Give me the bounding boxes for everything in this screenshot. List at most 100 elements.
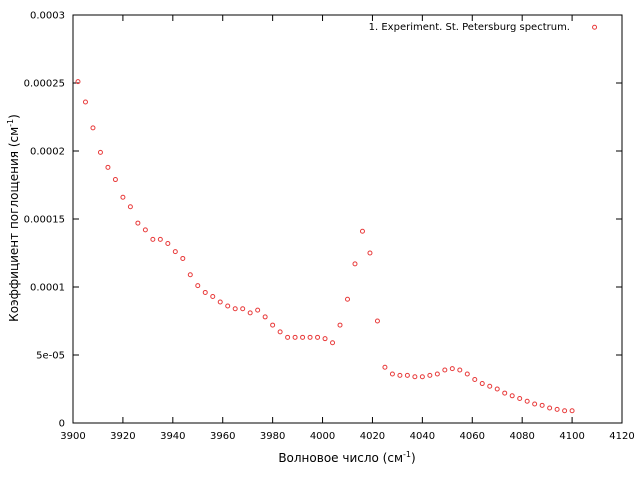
- data-point: [330, 340, 336, 346]
- data-point: [374, 318, 380, 324]
- data-point: [120, 194, 126, 200]
- x-axis-title: Волновое число (см-1): [278, 450, 415, 465]
- data-point: [419, 374, 425, 380]
- x-tick-label: 4100: [559, 431, 584, 442]
- data-point: [240, 306, 246, 312]
- data-point: [157, 236, 163, 242]
- data-point: [105, 164, 111, 170]
- data-point: [502, 390, 508, 396]
- data-point: [135, 220, 141, 226]
- x-tick-label: 4060: [460, 431, 485, 442]
- data-point: [517, 396, 523, 402]
- data-point: [165, 240, 171, 246]
- data-point: [457, 367, 463, 373]
- data-point: [404, 372, 410, 378]
- x-tick-label: 3900: [60, 431, 85, 442]
- y-tick-label: 5e-05: [36, 351, 65, 362]
- x-tick-label: 3940: [160, 431, 185, 442]
- x-tick-label: 4020: [360, 431, 385, 442]
- data-point: [202, 289, 208, 295]
- data-point: [315, 334, 321, 340]
- data-point: [180, 255, 186, 261]
- x-tick-label: 3920: [110, 431, 135, 442]
- data-point: [142, 227, 148, 233]
- data-point: [554, 406, 560, 412]
- data-point: [75, 79, 81, 85]
- plot-frame: [72, 14, 623, 424]
- data-point: [292, 334, 298, 340]
- data-point: [382, 364, 388, 370]
- data-point: [397, 372, 403, 378]
- data-point: [187, 272, 193, 278]
- y-axis-title: Коэффициент поглощения (см-1): [6, 114, 21, 322]
- legend-label: 1. Experiment. St. Petersburg spectrum.: [369, 22, 570, 33]
- data-point: [112, 177, 118, 183]
- data-point: [262, 314, 268, 320]
- data-point: [307, 334, 313, 340]
- data-point: [434, 371, 440, 377]
- data-point: [345, 296, 350, 302]
- x-tick-label: 4120: [609, 431, 634, 442]
- x-axis-title-end: ): [411, 451, 416, 465]
- data-point: [472, 376, 478, 382]
- data-point: [225, 303, 231, 309]
- x-axis-ticks: 3900 3920 3940 3960 3980 4000 4020 4040 4060 4080…: [60, 15, 635, 442]
- data-point: [427, 372, 433, 378]
- data-point: [90, 125, 96, 131]
- data-point: [569, 408, 575, 414]
- data-point: [449, 366, 455, 372]
- data-point: [195, 283, 201, 289]
- data-point: [150, 236, 156, 242]
- data-point: [592, 24, 598, 30]
- y-tick-label: 0.0002: [30, 147, 65, 158]
- y-tick-label: 0.00015: [24, 215, 65, 226]
- data-point: [479, 381, 485, 387]
- data-point: [352, 261, 358, 267]
- data-point: [509, 393, 515, 399]
- x-tick-label: 3960: [210, 431, 235, 442]
- y-axis-title-main: Коэффициент поглощения (см: [7, 127, 21, 322]
- data-point: [300, 334, 306, 340]
- data-point: [285, 334, 291, 340]
- data-point: [232, 306, 238, 312]
- legend: 1. Experiment. St. Petersburg spectrum.: [369, 22, 570, 33]
- data-point: [322, 336, 328, 342]
- data-point: [337, 322, 343, 328]
- data-point: [562, 408, 568, 414]
- data-point: [532, 401, 538, 407]
- data-point: [217, 299, 223, 305]
- data-point: [127, 204, 133, 210]
- x-tick-label: 4040: [410, 431, 435, 442]
- data-point: [172, 249, 178, 255]
- x-tick-label: 3980: [260, 431, 285, 442]
- data-point: [494, 386, 500, 392]
- data-point: [97, 149, 103, 155]
- data-point: [524, 398, 530, 404]
- data-point: [210, 294, 216, 300]
- y-axis-title-end: ): [7, 114, 21, 119]
- data-point: [270, 322, 276, 328]
- data-point: [359, 228, 365, 234]
- y-tick-label: 0.0001: [30, 283, 65, 294]
- data-point: [277, 329, 283, 335]
- y-axis-title-sup: -1: [6, 119, 15, 127]
- x-tick-label: 4080: [509, 431, 534, 442]
- series-points: [75, 24, 598, 414]
- x-tick-label: 4000: [310, 431, 335, 442]
- data-point: [412, 374, 418, 380]
- data-point: [487, 383, 493, 389]
- data-point: [255, 307, 261, 313]
- data-point: [547, 405, 553, 411]
- x-axis-title-sup: -1: [403, 450, 411, 459]
- data-point: [539, 402, 545, 408]
- data-point: [247, 310, 253, 316]
- data-point: [82, 99, 88, 105]
- data-point: [464, 371, 470, 377]
- x-axis-title-main: Волновое число (см: [278, 451, 403, 465]
- y-tick-label: 0.00025: [24, 79, 65, 90]
- data-point: [367, 250, 373, 256]
- y-tick-label: 0.0003: [30, 11, 65, 22]
- data-point: [389, 371, 395, 377]
